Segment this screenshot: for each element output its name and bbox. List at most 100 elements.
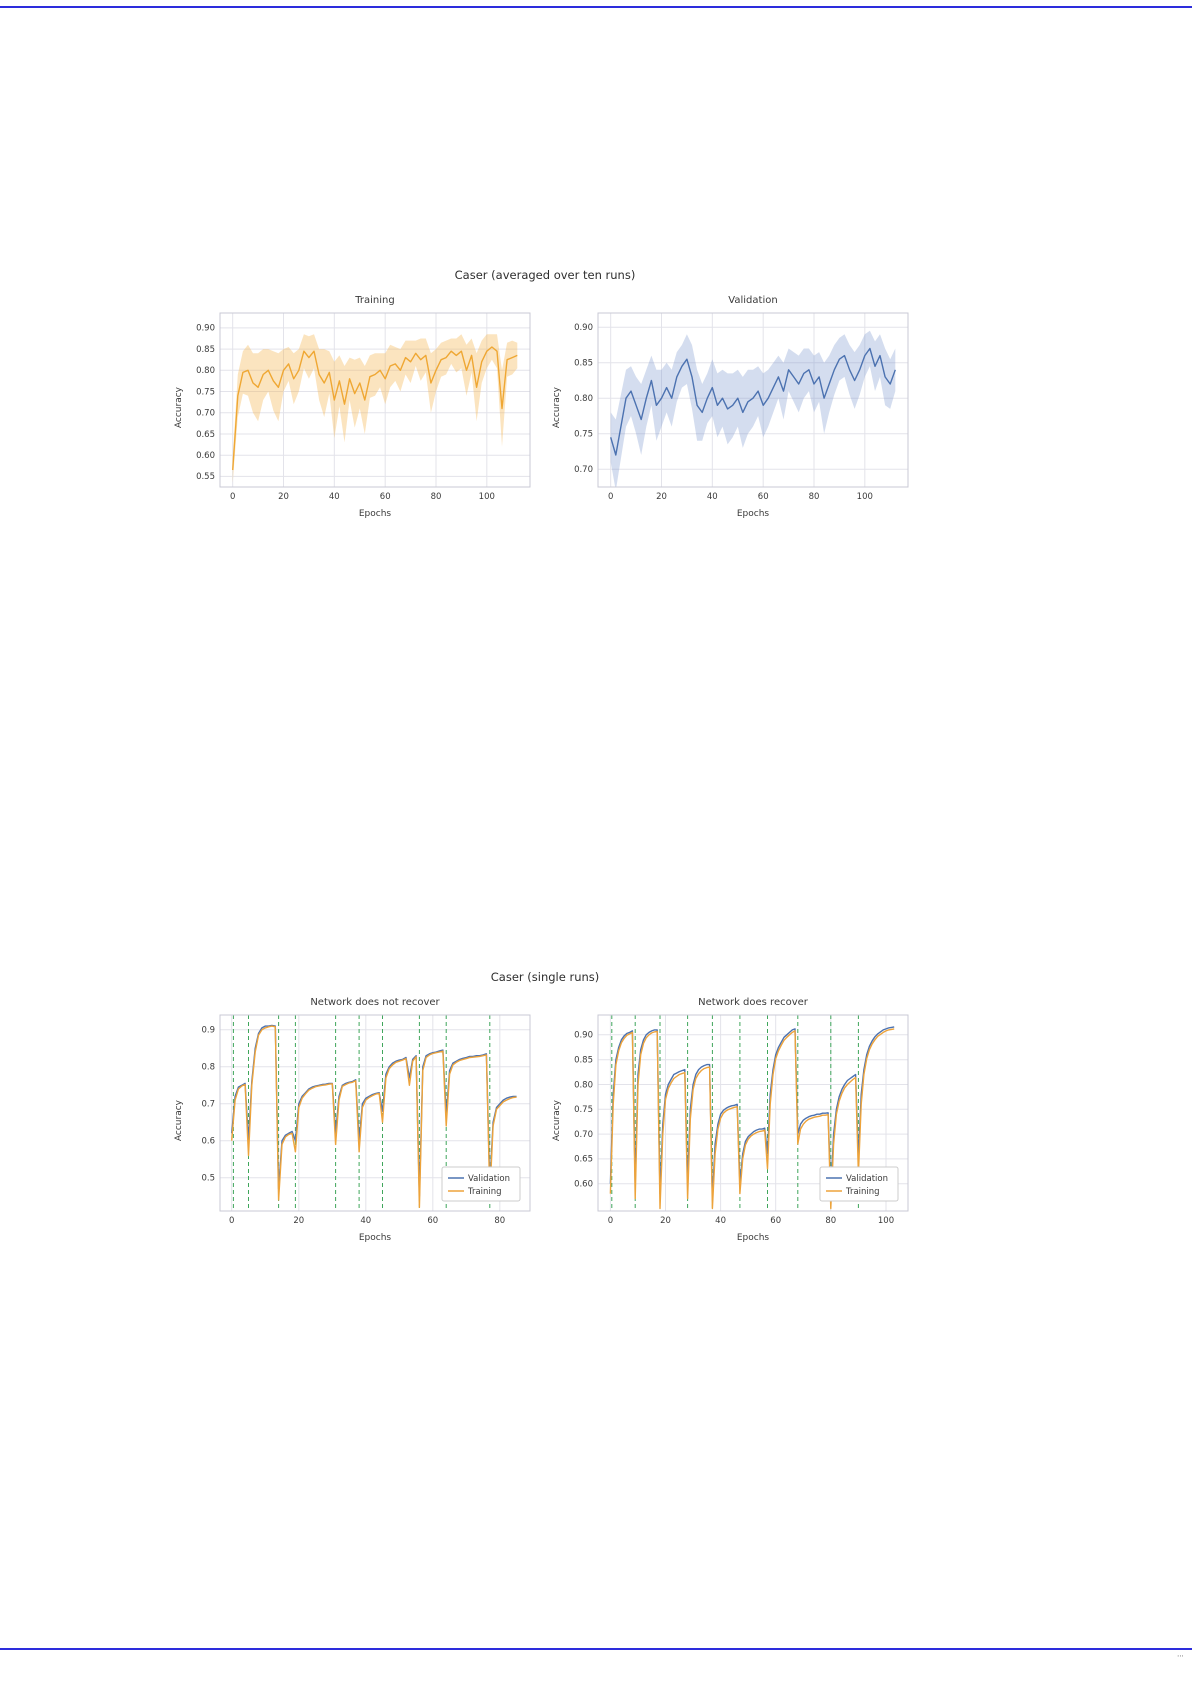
axes-frame xyxy=(597,312,909,488)
svg-text:20: 20 xyxy=(656,492,667,502)
subplot-title: Validation xyxy=(728,295,778,306)
tick-labels: 0 20 40 60 80 100 0.60 0.65 0.70 0.75 0.80 0.85 0.90 xyxy=(574,1031,894,1226)
series-line xyxy=(231,1025,517,1209)
svg-text:0.7: 0.7 xyxy=(201,1100,215,1110)
svg-text:100: 100 xyxy=(878,1216,894,1226)
legend: Validation Training xyxy=(441,1166,521,1202)
series-line xyxy=(609,1028,895,1210)
figure-single-runs: Caser (single runs) Network does not rec… xyxy=(150,970,940,1243)
legend-label: Training xyxy=(845,1187,880,1197)
svg-text:40: 40 xyxy=(360,1216,371,1226)
svg-text:20: 20 xyxy=(293,1216,304,1226)
svg-text:0.80: 0.80 xyxy=(574,1080,593,1090)
figure-averaged-runs: Caser (averaged over ten runs) Training … xyxy=(150,268,940,519)
tick-labels: 0 20 40 60 80 100 0.70 0.75 0.80 0.85 0.90 xyxy=(574,323,873,502)
svg-text:0.5: 0.5 xyxy=(201,1174,215,1184)
svg-text:0.85: 0.85 xyxy=(196,345,215,355)
figure2-subplots: Network does not recover Accuracy 0 20 40 6… xyxy=(174,997,916,1243)
figure1-suptitle: Caser (averaged over ten runs) xyxy=(454,268,636,282)
svg-text:0.65: 0.65 xyxy=(196,430,215,440)
subplot-no-recover: Network does not recover Accuracy 0 20 40 6… xyxy=(174,997,538,1243)
plot-series xyxy=(610,330,896,487)
x-axis-label: Epochs xyxy=(736,1233,770,1243)
svg-text:0.75: 0.75 xyxy=(574,1105,593,1115)
svg-text:0.90: 0.90 xyxy=(574,323,593,333)
svg-text:0.55: 0.55 xyxy=(196,472,215,482)
subplot-training-averaged: Training Accuracy 0 20 40 60 80 100 0.55 0.60 0.… xyxy=(174,295,538,519)
axes-frame xyxy=(219,1014,531,1212)
plot-background xyxy=(598,313,908,487)
svg-text:0.6: 0.6 xyxy=(201,1137,215,1147)
svg-text:80: 80 xyxy=(494,1216,505,1226)
x-axis-label: Epochs xyxy=(736,509,770,519)
subplot-validation-averaged: Validation Accuracy 0 20 40 60 80 100 0.70 0.75… xyxy=(552,295,916,519)
confidence-band xyxy=(232,334,518,483)
plot-series xyxy=(232,334,518,483)
legend: Validation Training xyxy=(819,1166,899,1202)
svg-text:0.75: 0.75 xyxy=(574,430,593,440)
svg-text:0: 0 xyxy=(230,492,235,502)
svg-text:60: 60 xyxy=(770,1216,781,1226)
svg-text:0.70: 0.70 xyxy=(574,465,593,475)
tick-labels: 0 20 40 60 80 0.5 0.6 0.7 0.8 0.9 xyxy=(201,1026,505,1226)
svg-text:60: 60 xyxy=(427,1216,438,1226)
svg-text:0: 0 xyxy=(608,1216,613,1226)
svg-text:0.90: 0.90 xyxy=(196,324,215,334)
series-line xyxy=(232,346,518,471)
axes-frame xyxy=(219,312,531,488)
subplot-recover: Network does recover Accuracy 0 20 40 60 80 1… xyxy=(552,997,916,1243)
y-axis-label: Accuracy xyxy=(174,387,184,429)
legend-label: Training xyxy=(467,1187,502,1197)
figure1-subplots: Training Accuracy 0 20 40 60 80 100 0.55 0.60 0.… xyxy=(174,295,916,519)
y-axis-label: Accuracy xyxy=(552,1100,562,1142)
svg-text:40: 40 xyxy=(715,1216,726,1226)
legend-label: Validation xyxy=(468,1174,510,1184)
network-recover-chart: 0 20 40 60 80 100 0.60 0.65 0.70 0.75 0.80 0.85 0.90… xyxy=(574,1014,909,1226)
plot-background xyxy=(220,313,530,487)
bottom-page-rule xyxy=(0,1648,1192,1650)
plot-series xyxy=(609,1015,895,1211)
x-axis-label: Epochs xyxy=(358,1233,392,1243)
subplot-title: Network does recover xyxy=(698,997,808,1008)
legend-label: Validation xyxy=(846,1174,888,1184)
footer-note: ⋯ xyxy=(1177,1652,1184,1660)
svg-text:100: 100 xyxy=(479,492,495,502)
svg-text:20: 20 xyxy=(660,1216,671,1226)
subplot-title: Training xyxy=(355,295,395,306)
svg-text:60: 60 xyxy=(380,492,391,502)
figure2-suptitle: Caser (single runs) xyxy=(490,970,600,984)
tick-labels: 0 20 40 60 80 100 0.55 0.60 0.65 0.70 0.75 0.80 0.85… xyxy=(196,324,495,502)
svg-text:0.60: 0.60 xyxy=(574,1180,593,1190)
gridlines xyxy=(598,313,908,487)
svg-text:0.80: 0.80 xyxy=(574,394,593,404)
x-axis-label: Epochs xyxy=(358,509,392,519)
y-axis-label: Accuracy xyxy=(174,1100,184,1142)
svg-text:0.85: 0.85 xyxy=(574,1056,593,1066)
svg-text:0.75: 0.75 xyxy=(196,387,215,397)
svg-text:40: 40 xyxy=(707,492,718,502)
svg-text:100: 100 xyxy=(857,492,873,502)
svg-text:80: 80 xyxy=(431,492,442,502)
svg-text:40: 40 xyxy=(329,492,340,502)
validation-averaged-chart: 0 20 40 60 80 100 0.70 0.75 0.80 0.85 0.90 xyxy=(574,312,909,502)
svg-text:0.65: 0.65 xyxy=(574,1155,593,1165)
svg-text:0.85: 0.85 xyxy=(574,359,593,369)
svg-text:0: 0 xyxy=(608,492,613,502)
svg-text:80: 80 xyxy=(809,492,820,502)
network-no-recover-chart: 0 20 40 60 80 0.5 0.6 0.7 0.8 0.9 Validation Traini… xyxy=(201,1014,531,1226)
svg-text:0.80: 0.80 xyxy=(196,366,215,376)
subplot-title: Network does not recover xyxy=(310,997,440,1008)
svg-text:0.90: 0.90 xyxy=(574,1031,593,1041)
y-axis-label: Accuracy xyxy=(552,387,562,429)
training-averaged-chart: 0 20 40 60 80 100 0.55 0.60 0.65 0.70 0.75 0.80 0.85… xyxy=(196,312,531,502)
svg-text:20: 20 xyxy=(278,492,289,502)
gridlines xyxy=(220,1015,530,1211)
series-line xyxy=(610,347,896,456)
svg-text:0.60: 0.60 xyxy=(196,451,215,461)
axes-frame xyxy=(597,1014,909,1212)
svg-text:80: 80 xyxy=(825,1216,836,1226)
svg-text:0: 0 xyxy=(229,1216,234,1226)
svg-text:0.9: 0.9 xyxy=(201,1026,215,1036)
confidence-band xyxy=(610,330,896,487)
